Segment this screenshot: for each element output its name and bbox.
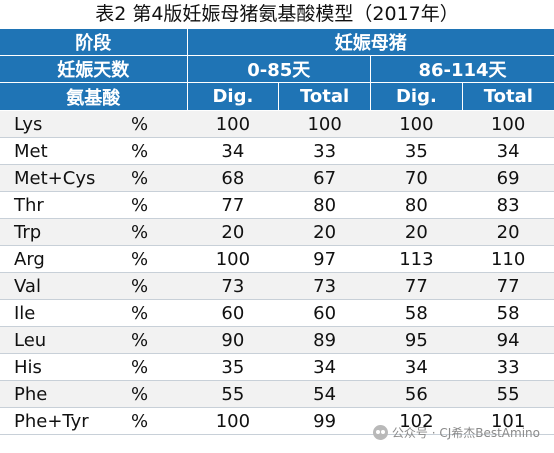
value-dig-2: 102 [370, 407, 463, 435]
aa-unit: % [127, 164, 187, 192]
value-total-2: 33 [462, 353, 554, 381]
aa-unit: % [127, 137, 187, 165]
value-total-2: 34 [462, 137, 554, 165]
table-row: Val % 73 73 77 77 [0, 272, 554, 300]
value-dig-1: 20 [187, 218, 279, 246]
amino-acid-table: 阶段 妊娠母猪 妊娠天数 0-85天 86-114天 氨基酸 Dig. Tota… [0, 29, 554, 435]
aa-name: Trp [0, 218, 127, 246]
aa-name: Phe [0, 380, 127, 408]
value-dig-2: 56 [370, 380, 463, 408]
aa-name: Ile [0, 299, 127, 327]
value-total-1: 100 [278, 110, 371, 138]
value-dig-1: 68 [187, 164, 279, 192]
value-total-1: 33 [278, 137, 371, 165]
value-total-2: 83 [462, 191, 554, 219]
value-dig-1: 77 [187, 191, 279, 219]
table-row: Met+Cys % 68 67 70 69 [0, 164, 554, 192]
value-total-2: 55 [462, 380, 554, 408]
value-dig-2: 35 [370, 137, 463, 165]
value-total-1: 60 [278, 299, 371, 327]
aa-name: Val [0, 272, 127, 300]
aa-unit: % [127, 380, 187, 408]
value-total-2: 58 [462, 299, 554, 327]
aa-name: His [0, 353, 127, 381]
value-dig-2: 80 [370, 191, 463, 219]
aa-unit: % [127, 326, 187, 354]
aa-unit: % [127, 191, 187, 219]
header-total-2: Total [462, 82, 554, 111]
aa-unit: % [127, 272, 187, 300]
value-total-2: 69 [462, 164, 554, 192]
header-stage-value: 妊娠母猪 [187, 29, 554, 56]
watermark: 公众号 · CJ希杰BestAmino [372, 424, 540, 441]
value-total-1: 20 [278, 218, 371, 246]
value-dig-1: 60 [187, 299, 279, 327]
aa-name: Met [0, 137, 127, 165]
aa-name: Phe+Tyr [0, 407, 127, 435]
header-dig-2: Dig. [370, 82, 463, 111]
aa-unit: % [127, 245, 187, 273]
header-aa-label: 氨基酸 [0, 82, 188, 111]
header-period-2: 86-114天 [370, 55, 554, 83]
value-total-1: 73 [278, 272, 371, 300]
header-period-1: 0-85天 [187, 55, 371, 83]
table-row: Phe % 55 54 56 55 [0, 380, 554, 408]
value-dig-2: 100 [370, 110, 463, 138]
value-total-2: 77 [462, 272, 554, 300]
value-dig-2: 70 [370, 164, 463, 192]
value-dig-2: 113 [370, 245, 463, 273]
value-total-1: 67 [278, 164, 371, 192]
aa-name: Thr [0, 191, 127, 219]
aa-unit: % [127, 218, 187, 246]
table-row: His % 35 34 34 33 [0, 353, 554, 381]
value-dig-1: 90 [187, 326, 279, 354]
aa-name: Arg [0, 245, 127, 273]
value-total-2: 100 [462, 110, 554, 138]
aa-unit: % [127, 110, 187, 138]
value-dig-2: 58 [370, 299, 463, 327]
value-total-1: 97 [278, 245, 371, 273]
value-dig-1: 73 [187, 272, 279, 300]
value-total-2: 20 [462, 218, 554, 246]
table-row: Thr % 77 80 80 83 [0, 191, 554, 219]
header-stage-label: 阶段 [0, 29, 188, 56]
value-total-2: 94 [462, 326, 554, 354]
table-row: Ile % 60 60 58 58 [0, 299, 554, 327]
table-row: Trp % 20 20 20 20 [0, 218, 554, 246]
value-total-2: 101 [462, 407, 554, 435]
value-dig-1: 100 [187, 110, 279, 138]
watermark-text: 公众号 · CJ希杰BestAmino [391, 426, 540, 440]
value-total-1: 54 [278, 380, 371, 408]
value-dig-2: 20 [370, 218, 463, 246]
wechat-icon [372, 425, 388, 440]
table-row: Arg % 100 97 113 110 [0, 245, 554, 273]
value-dig-2: 95 [370, 326, 463, 354]
value-dig-1: 34 [187, 137, 279, 165]
table-title: 表2 第4版妊娠母猪氨基酸模型（2017年） [95, 3, 459, 25]
header-dig-1: Dig. [187, 82, 280, 111]
aa-name: Lys [0, 110, 127, 138]
value-total-1: 34 [278, 353, 371, 381]
value-dig-1: 35 [187, 353, 279, 381]
value-dig-2: 77 [370, 272, 463, 300]
value-dig-2: 34 [370, 353, 463, 381]
value-total-2: 110 [462, 245, 554, 273]
value-total-1: 80 [278, 191, 371, 219]
value-dig-1: 100 [187, 245, 279, 273]
aa-unit: % [127, 353, 187, 381]
table-row: Lys % 100 100 100 100 [0, 110, 554, 138]
aa-unit: % [127, 299, 187, 327]
table-row: Phe+Tyr % 100 99 102 101 [0, 407, 554, 435]
value-total-1: 99 [278, 407, 371, 435]
header-total-1: Total [278, 82, 371, 111]
table-row: Leu % 90 89 95 94 [0, 326, 554, 354]
aa-name: Met+Cys [0, 164, 127, 192]
header-days-label: 妊娠天数 [0, 55, 188, 83]
value-dig-1: 100 [187, 407, 279, 435]
value-total-1: 89 [278, 326, 371, 354]
aa-unit: % [127, 407, 187, 435]
table-row: Met % 34 33 35 34 [0, 137, 554, 165]
aa-name: Leu [0, 326, 127, 354]
value-dig-1: 55 [187, 380, 279, 408]
